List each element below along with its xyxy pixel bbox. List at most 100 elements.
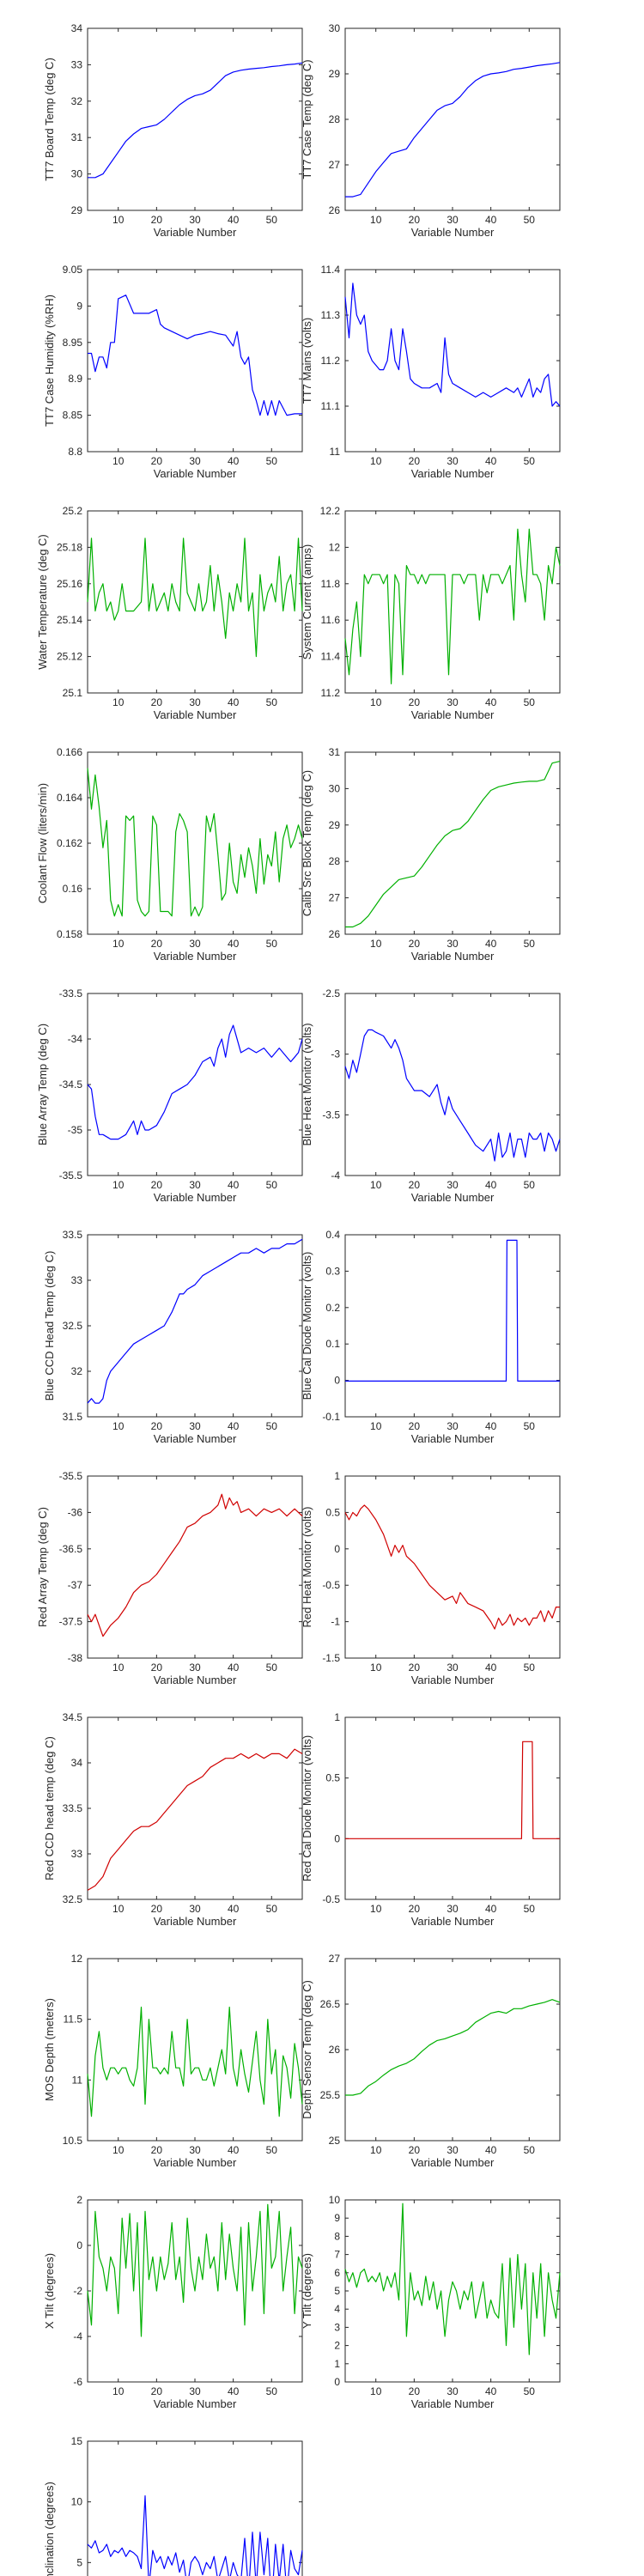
chart-blue-ccd-head-temp-deg-c: 31.5 32 32.5 33 33.5 10 20 30 40 50 Variable Numbe… [43,1229,303,1445]
x-tick-label: 50 [524,1662,536,1674]
x-tick-label: 20 [151,1179,163,1191]
y-tick-label: 29 [71,204,83,216]
plot-frame [87,1716,303,1900]
y-axis-label: Blue Array Temp (deg C) [36,1024,49,1145]
x-tick-label: 20 [151,1662,163,1674]
series-line [87,768,303,917]
y-axis-label: Red Heat Monitor (volts) [301,1507,313,1628]
x-tick-label: 40 [485,1903,497,1915]
y-tick-label: 4 [334,2303,340,2315]
y-tick-label: 33 [71,1274,83,1286]
x-tick-label: 40 [485,2385,497,2397]
x-tick-label: 40 [228,455,240,467]
x-axis-label: Variable Number [411,950,495,963]
x-tick-label: 30 [447,696,459,708]
y-tick-label: 8.85 [63,410,83,422]
chart-blue-cal-diode-monitor-volts: -0.1 0 0.1 0.2 0.3 0.4 10 20 30 40 50 Variable Numb… [301,1229,561,1445]
y-tick-label: 25.12 [57,651,82,663]
x-tick-label: 30 [189,1420,201,1432]
y-tick-label: -3 [331,1048,340,1060]
x-tick-label: 40 [228,1179,240,1191]
x-tick-label: 40 [485,455,497,467]
y-tick-label: -0.5 [322,1893,340,1905]
chart-system-current-amps: 11.2 11.4 11.6 11.8 12 12.2 10 20 30 40 50 Variable… [301,505,561,721]
x-axis-label: Variable Number [411,708,495,721]
plot-frame [344,1958,561,2142]
y-tick-label: -2.5 [322,987,340,999]
y-tick-label: 28 [329,855,341,867]
y-axis-label: MOS Depth (meters) [43,1998,56,2101]
y-axis-label: Inclination (degrees) [43,2482,56,2576]
y-axis-label: Red Cal Diode Monitor (volts) [301,1735,313,1882]
y-tick-label: 12.2 [320,505,341,517]
x-tick-label: 50 [266,1179,278,1191]
x-tick-label: 10 [112,1179,125,1191]
x-axis-label: Variable Number [411,467,495,480]
plot-frame [344,27,561,211]
plot-frame [344,2199,561,2383]
x-tick-label: 30 [189,455,201,467]
x-axis-label: Variable Number [154,2156,237,2169]
x-tick-label: 20 [409,1179,421,1191]
x-tick-label: 40 [485,2144,497,2156]
plot-frame [87,1234,303,1418]
x-axis-label: Variable Number [411,1915,495,1928]
x-tick-label: 30 [189,2385,201,2397]
plot-frame [344,269,561,453]
x-axis-label: Variable Number [154,1915,237,1928]
y-tick-label: 0.16 [63,883,83,895]
chart-calib-src-block-temp-deg-c: 26 27 28 29 30 31 10 20 30 40 50 Variable Number Cal… [301,746,561,963]
x-tick-label: 40 [228,214,240,226]
y-tick-label: -37 [68,1579,83,1591]
y-axis-label: Calib Src Block Temp (deg C) [301,770,313,916]
chart-x-tilt-degrees: -6 -4 -2 0 2 10 20 30 40 50 Variable Number X Tilt … [43,2194,303,2410]
x-tick-label: 20 [151,1420,163,1432]
x-tick-label: 10 [112,938,125,950]
y-tick-label: 15 [71,2435,83,2447]
x-tick-label: 10 [112,1662,125,1674]
x-axis-label: Variable Number [411,2156,495,2169]
y-tick-label: 9 [76,300,82,312]
series-line [345,62,561,197]
x-tick-label: 20 [151,214,163,226]
y-axis-label: TT7 Case Humidity (%RH) [43,295,56,427]
series-line [87,2006,303,2117]
x-tick-label: 10 [112,455,125,467]
x-tick-label: 20 [409,1662,421,1674]
plot-frame [87,510,303,694]
x-tick-label: 10 [112,214,125,226]
y-tick-label: 25.16 [57,578,82,590]
x-tick-label: 10 [370,455,382,467]
chart-red-heat-monitor-volts: -1.5 -1 -0.5 0 0.5 1 10 20 30 40 50 Variable Number… [301,1470,561,1686]
y-tick-label: -4 [331,1170,340,1182]
y-tick-label: 25.2 [63,505,83,517]
y-tick-label: 29 [329,819,341,831]
y-tick-label: 0.2 [325,1302,340,1314]
y-tick-label: 11.8 [321,578,341,590]
x-tick-label: 50 [266,2385,278,2397]
y-tick-label: 9 [334,2212,340,2224]
y-tick-label: 0.1 [325,1338,340,1350]
chart-tt7-board-temp-deg-c: 29 30 31 32 33 34 10 20 30 40 50 Variable Number TT7… [43,22,303,239]
y-tick-label: 26 [329,928,341,940]
y-tick-label: 31 [329,746,341,758]
x-axis-label: Variable Number [154,1674,237,1686]
y-tick-label: -1 [331,1616,340,1628]
chart-red-cal-diode-monitor-volts: -0.5 0 0.5 1 10 20 30 40 50 Variable Number Red Ca… [301,1711,561,1928]
y-tick-label: 3 [334,2321,340,2333]
plot-frame [344,751,561,935]
x-tick-label: 50 [524,696,536,708]
x-tick-label: 40 [228,696,240,708]
series-line [345,761,561,928]
x-axis-label: Variable Number [154,708,237,721]
series-line [344,1504,560,1630]
y-axis-label: Blue Cal Diode Monitor (volts) [301,1252,313,1400]
y-tick-label: 27 [329,892,341,904]
y-tick-label: 0 [334,1543,340,1555]
y-tick-label: 0 [334,1832,340,1844]
y-tick-label: -34 [68,1033,83,1045]
y-tick-label: 34.5 [63,1711,83,1723]
x-axis-label: Variable Number [411,1191,495,1204]
y-tick-label: 32.5 [63,1893,83,1905]
y-tick-label: 11.4 [321,651,341,663]
